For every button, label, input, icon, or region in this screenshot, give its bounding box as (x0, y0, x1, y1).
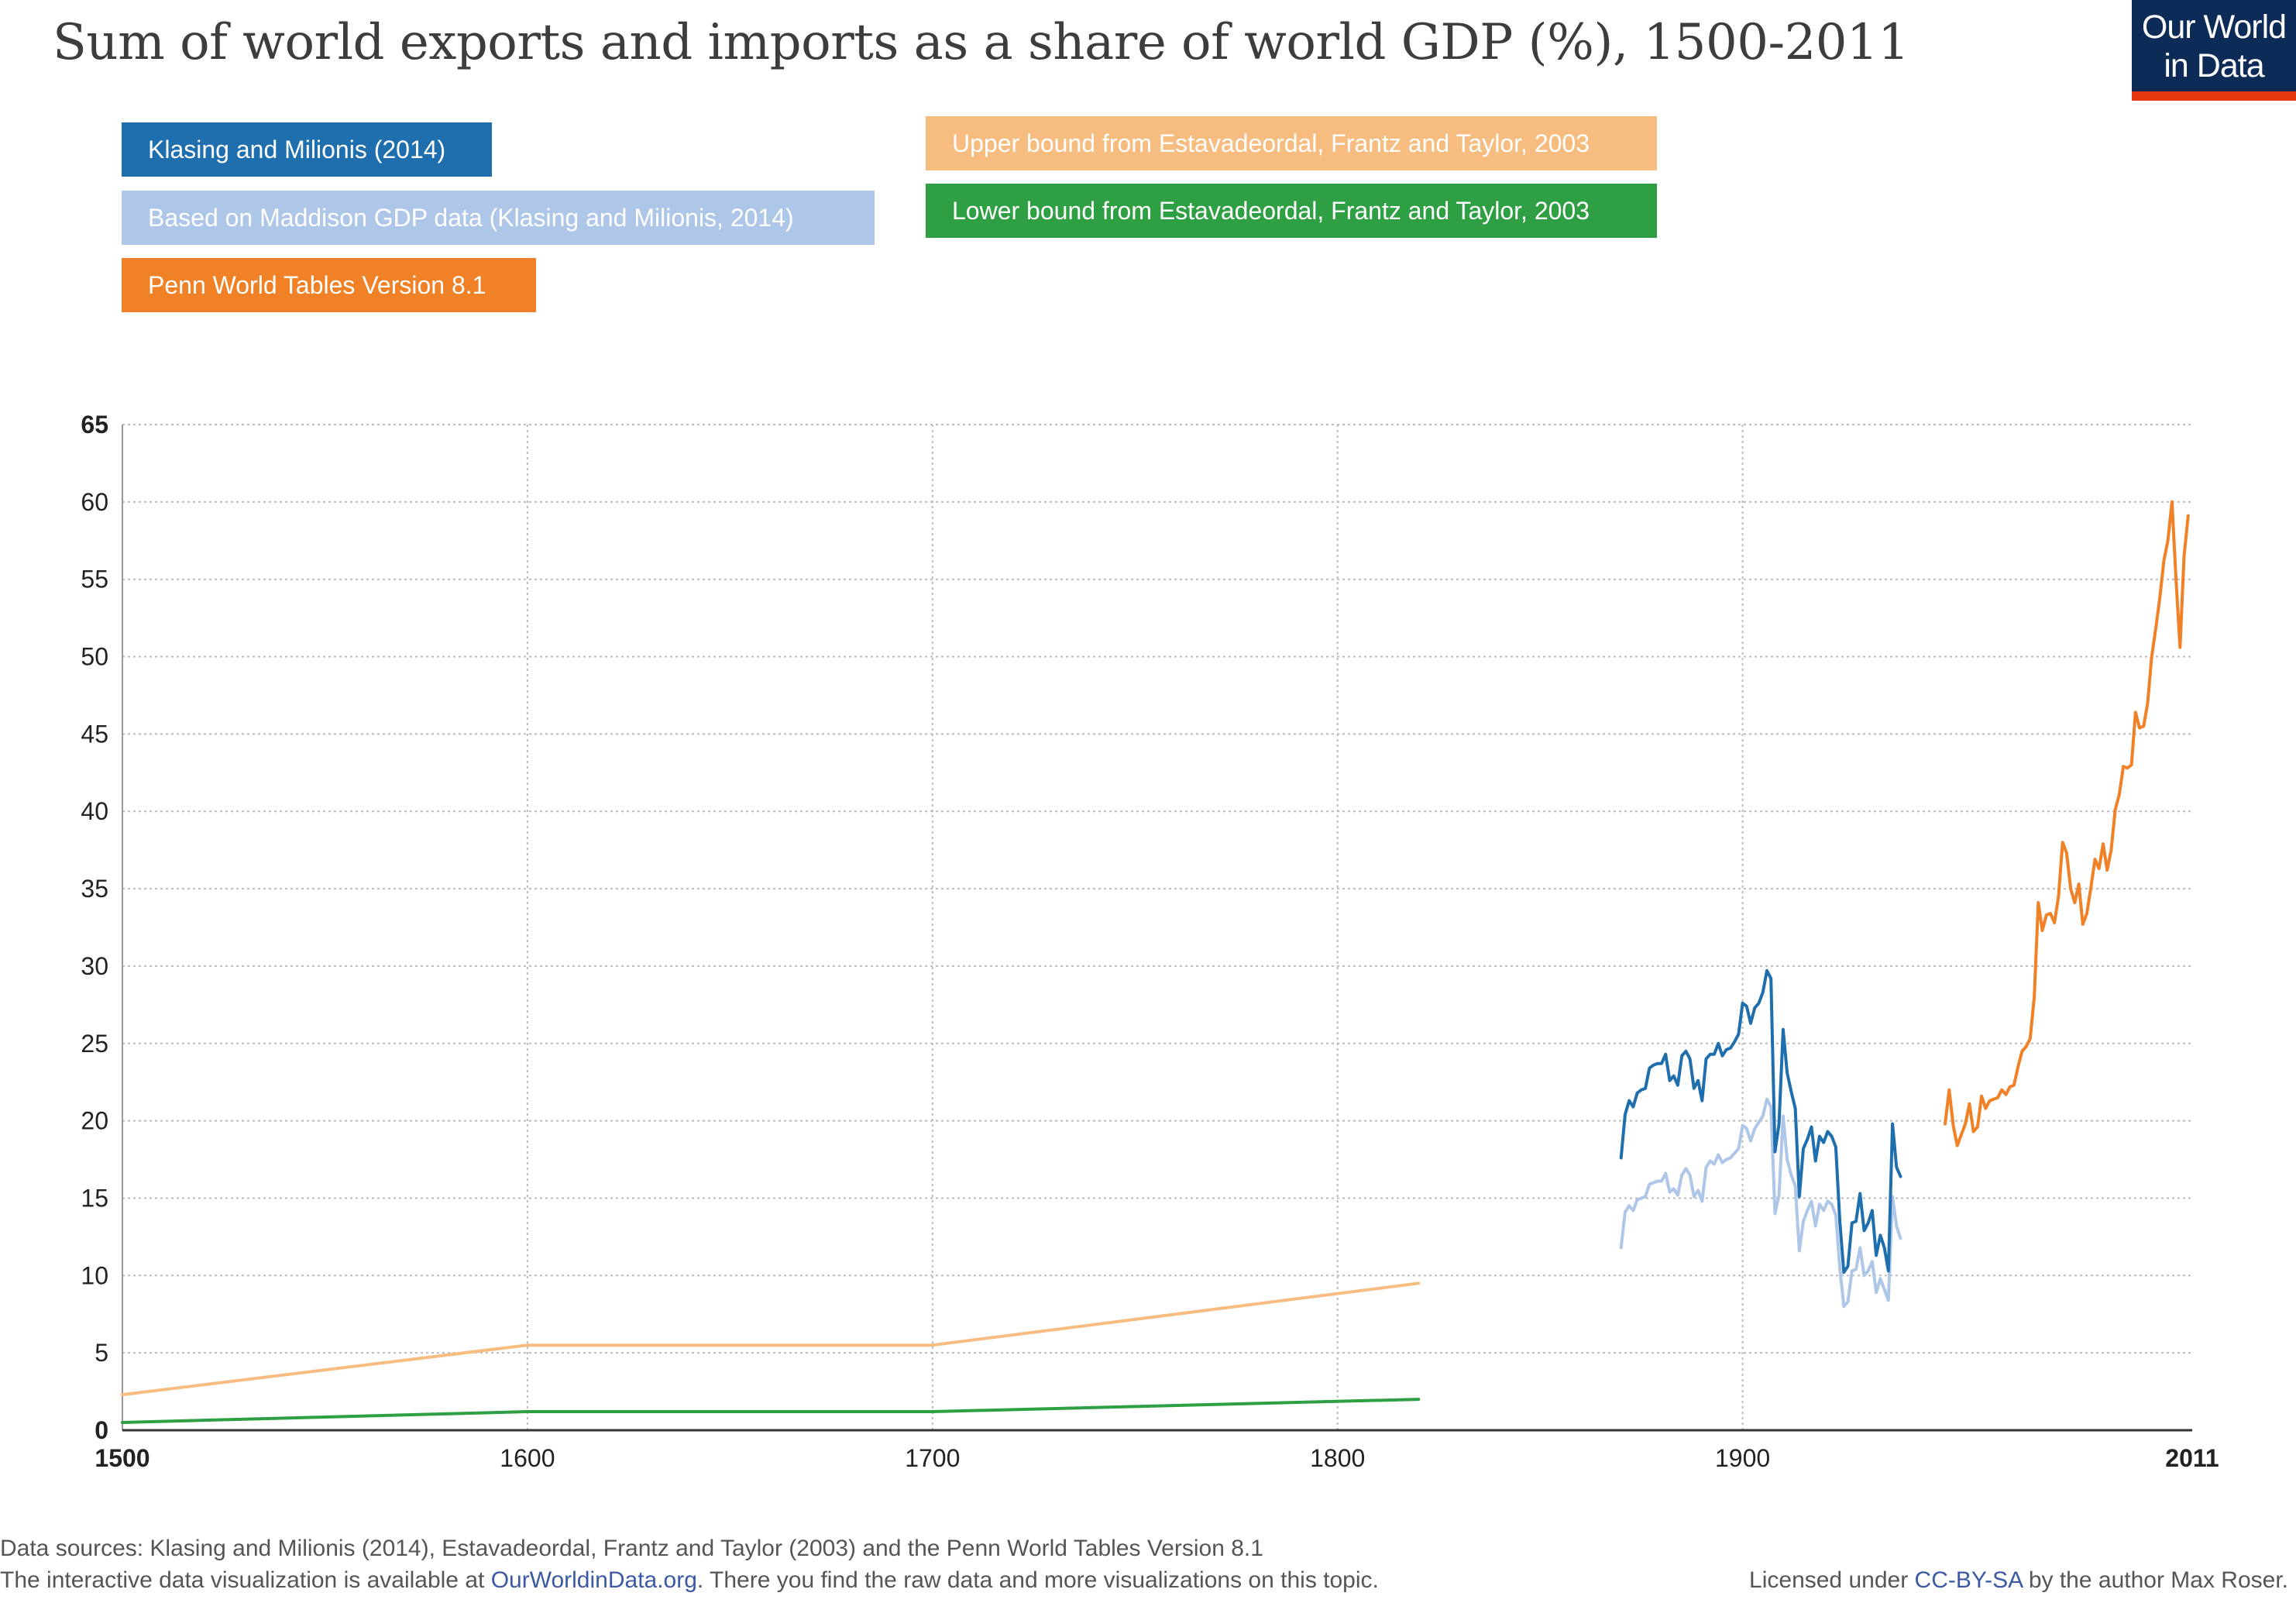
x-tick-label-1700: 1700 (905, 1444, 960, 1472)
x-tick-label-1500: 1500 (95, 1444, 150, 1472)
series-line-maddison[interactable] (1619, 1097, 1902, 1309)
legend-penn[interactable]: Penn World Tables Version 8.1 (122, 258, 536, 312)
owid-logo[interactable]: Our World in Data (2132, 0, 2296, 101)
y-tick-label-45: 45 (81, 720, 108, 748)
logo-accent-bar (2132, 91, 2296, 101)
x-tick-label-1800: 1800 (1310, 1444, 1365, 1472)
grid-lines (122, 424, 2192, 1430)
series-line-klasing[interactable] (1619, 968, 1902, 1274)
chart-title: Sum of world exports and imports as a sh… (53, 14, 1909, 71)
data-sources-note: Data sources: Klasing and Milionis (2014… (0, 1536, 1263, 1561)
interactive-note: The interactive data visualization is av… (0, 1567, 1379, 1594)
y-tick-label-25: 25 (81, 1030, 108, 1058)
y-tick-label-15: 15 (81, 1184, 108, 1212)
y-tick-label-50: 50 (81, 643, 108, 671)
y-tick-label-60: 60 (81, 488, 108, 516)
interactive-suffix: . There you find the raw data and more v… (696, 1567, 1379, 1593)
y-tick-label-55: 55 (81, 566, 108, 593)
y-tick-label-40: 40 (81, 797, 108, 825)
x-tick-label-1600: 1600 (500, 1444, 555, 1472)
y-tick-label-30: 30 (81, 952, 108, 980)
y-tick-label-0: 0 (95, 1416, 108, 1444)
legend-klasing[interactable]: Klasing and Milionis (2014) (122, 122, 492, 177)
y-tick-label-35: 35 (81, 875, 108, 903)
y-tick-label-10: 10 (81, 1261, 108, 1289)
axes (122, 425, 2192, 1432)
x-tick-label-1900: 1900 (1715, 1444, 1770, 1472)
license-note: Licensed under CC-BY-SA by the author Ma… (1749, 1567, 2288, 1594)
logo-line-1: Our World (2141, 9, 2287, 46)
y-tick-label-20: 20 (81, 1107, 108, 1135)
tick-labels: 0 5 10 15 20 25 30 35 40 45 50 55 60 65 1500 1600 1700 18… (81, 411, 2219, 1472)
legend-maddison[interactable]: Based on Maddison GDP data (Klasing and … (122, 191, 875, 245)
license-prefix: Licensed under (1749, 1567, 1915, 1593)
series-line-upper[interactable] (121, 1281, 1421, 1397)
license-suffix: by the author Max Roser. (2022, 1567, 2288, 1593)
logo-line-2: in Data (2164, 47, 2264, 84)
series-line-penn[interactable] (1944, 500, 2190, 1147)
interactive-prefix: The interactive data visualization is av… (0, 1567, 491, 1593)
owid-link[interactable]: OurWorldinData.org (490, 1567, 697, 1593)
series-line-lower[interactable] (121, 1398, 1421, 1424)
legend-lower-bound[interactable]: Lower bound from Estavadeordal, Frantz a… (926, 184, 1657, 238)
legend-upper-bound[interactable]: Upper bound from Estavadeordal, Frantz a… (926, 116, 1657, 170)
x-tick-label-2011: 2011 (2165, 1444, 2219, 1472)
y-tick-label-5: 5 (95, 1339, 108, 1367)
series-lines (121, 500, 2190, 1424)
license-link[interactable]: CC-BY-SA (1914, 1567, 2023, 1593)
y-tick-label-65: 65 (81, 411, 108, 439)
